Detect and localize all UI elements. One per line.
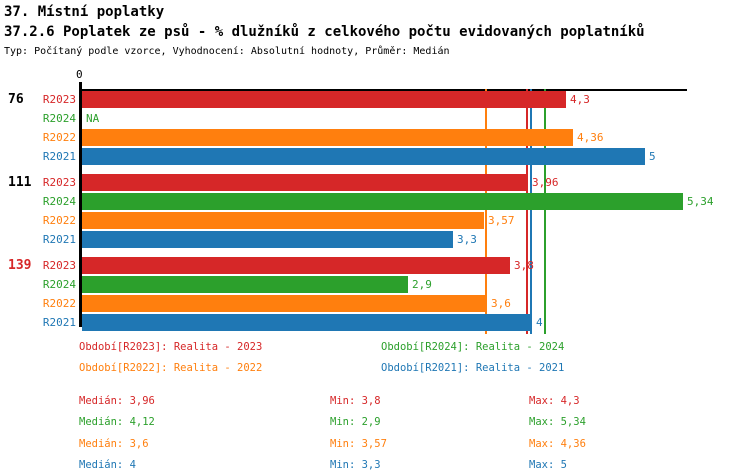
min-value: Min: 3,8 xyxy=(330,394,381,407)
legend-item-r2023: Období[R2023]: Realita - 2023 xyxy=(79,341,263,353)
bar-value-label: 3,6 xyxy=(491,297,511,310)
stats-row-r2024: Medián: 4,12 Min: 2,9 Max: 5,34 xyxy=(79,412,739,434)
year-label: R2022 xyxy=(42,214,76,227)
stats-row-r2022: Medián: 3,6 Min: 3,57 Max: 4,36 xyxy=(79,433,739,455)
max-value: Max: 4,3 xyxy=(529,394,580,407)
year-label: R2024 xyxy=(42,195,76,208)
x-axis-line xyxy=(80,89,687,91)
max-value: Max: 5 xyxy=(529,459,567,472)
bar-value-label: 5 xyxy=(649,150,656,163)
year-label: R2021 xyxy=(42,150,76,163)
year-label: R2024 xyxy=(42,278,76,291)
bar-value-label: NA xyxy=(86,112,100,125)
bar-row: R2023 3,96 xyxy=(0,174,750,191)
bar-row: R2022 3,57 xyxy=(0,212,750,229)
bar xyxy=(82,295,487,312)
bar-value-label: 3,96 xyxy=(532,176,559,189)
max-value: Max: 5,34 xyxy=(529,416,586,429)
bar xyxy=(82,91,566,108)
chart-title: 37.2.6 Poplatek ze psů - % dlužníků z ce… xyxy=(4,24,645,40)
median-line-r2022 xyxy=(485,89,487,334)
bar xyxy=(82,314,532,331)
bar xyxy=(82,174,528,191)
bar xyxy=(82,129,573,146)
bar-row: R2022 3,6 xyxy=(0,295,750,312)
legend-item-r2022: Období[R2022]: Realita - 2022 xyxy=(79,362,263,374)
bar-row: R2023 3,8 xyxy=(0,257,750,274)
report-header: 37. Místní poplatky 37.2.6 Poplatek ze p… xyxy=(4,2,645,59)
year-label: R2021 xyxy=(42,233,76,246)
bar-row: R2024 NA xyxy=(0,110,750,127)
axis-zero-label: 0 xyxy=(76,68,83,81)
stats-row-r2023: Medián: 3,96 Min: 3,8 Max: 4,3 xyxy=(79,390,739,412)
max-value: Max: 4,36 xyxy=(529,437,586,450)
bar-value-label: 3,8 xyxy=(514,259,534,272)
bar-row: R2023 4,3 xyxy=(0,91,750,108)
bar-row: R2021 4 xyxy=(0,314,750,331)
bar-value-label: 4,3 xyxy=(570,93,590,106)
min-value: Min: 3,3 xyxy=(330,459,381,472)
median-line-r2024 xyxy=(544,89,546,334)
year-label: R2021 xyxy=(42,316,76,329)
bar-row: R2024 2,9 xyxy=(0,276,750,293)
bar-chart: 0 76 111 139 R2023 4,3 R2024 NA R2022 4,… xyxy=(0,68,750,340)
legend-item-r2024: Období[R2024]: Realita - 2024 xyxy=(381,341,565,353)
bar xyxy=(82,212,484,229)
median-line-r2021 xyxy=(530,89,532,334)
bar-value-label: 3,3 xyxy=(457,233,477,246)
bar xyxy=(82,257,510,274)
bar-value-label: 2,9 xyxy=(412,278,432,291)
bar-value-label: 4 xyxy=(536,316,543,329)
chart-legend: Období[R2023]: Realita - 2023 Období[R20… xyxy=(79,341,739,374)
bar-row: R2021 5 xyxy=(0,148,750,165)
bar xyxy=(82,148,645,165)
bar xyxy=(82,193,683,210)
bar-row: R2021 3,3 xyxy=(0,231,750,248)
bar-value-label: 4,36 xyxy=(577,131,604,144)
year-label: R2024 xyxy=(42,112,76,125)
page-title: 37. Místní poplatky xyxy=(4,4,165,20)
stats-summary: Medián: 3,96 Min: 3,8 Max: 4,3 Medián: 4… xyxy=(79,390,739,476)
group-label: 139 xyxy=(8,258,32,273)
year-label: R2023 xyxy=(42,259,76,272)
median-value: Medián: 4 xyxy=(79,459,136,472)
min-value: Min: 3,57 xyxy=(330,437,387,450)
legend-item-r2021: Období[R2021]: Realita - 2021 xyxy=(381,362,565,374)
median-value: Medián: 3,6 xyxy=(79,437,149,450)
chart-meta-info: Typ: Počítaný podle vzorce, Vyhodnocení:… xyxy=(4,46,450,57)
bar-row: R2022 4,36 xyxy=(0,129,750,146)
min-value: Min: 2,9 xyxy=(330,416,381,429)
bar xyxy=(82,231,453,248)
bar-row: R2024 5,34 xyxy=(0,193,750,210)
group-label: 111 xyxy=(8,175,32,190)
year-label: R2022 xyxy=(42,297,76,310)
median-value: Medián: 3,96 xyxy=(79,394,155,407)
bar xyxy=(82,276,408,293)
bar-value-label: 3,57 xyxy=(488,214,515,227)
y-axis-line xyxy=(79,82,82,327)
median-value: Medián: 4,12 xyxy=(79,416,155,429)
year-label: R2022 xyxy=(42,131,76,144)
group-label: 76 xyxy=(8,92,24,107)
year-label: R2023 xyxy=(42,176,76,189)
bar-value-label: 5,34 xyxy=(687,195,714,208)
stats-row-r2021: Medián: 4 Min: 3,3 Max: 5 xyxy=(79,455,739,476)
median-line-r2023 xyxy=(526,89,528,334)
year-label: R2023 xyxy=(42,93,76,106)
